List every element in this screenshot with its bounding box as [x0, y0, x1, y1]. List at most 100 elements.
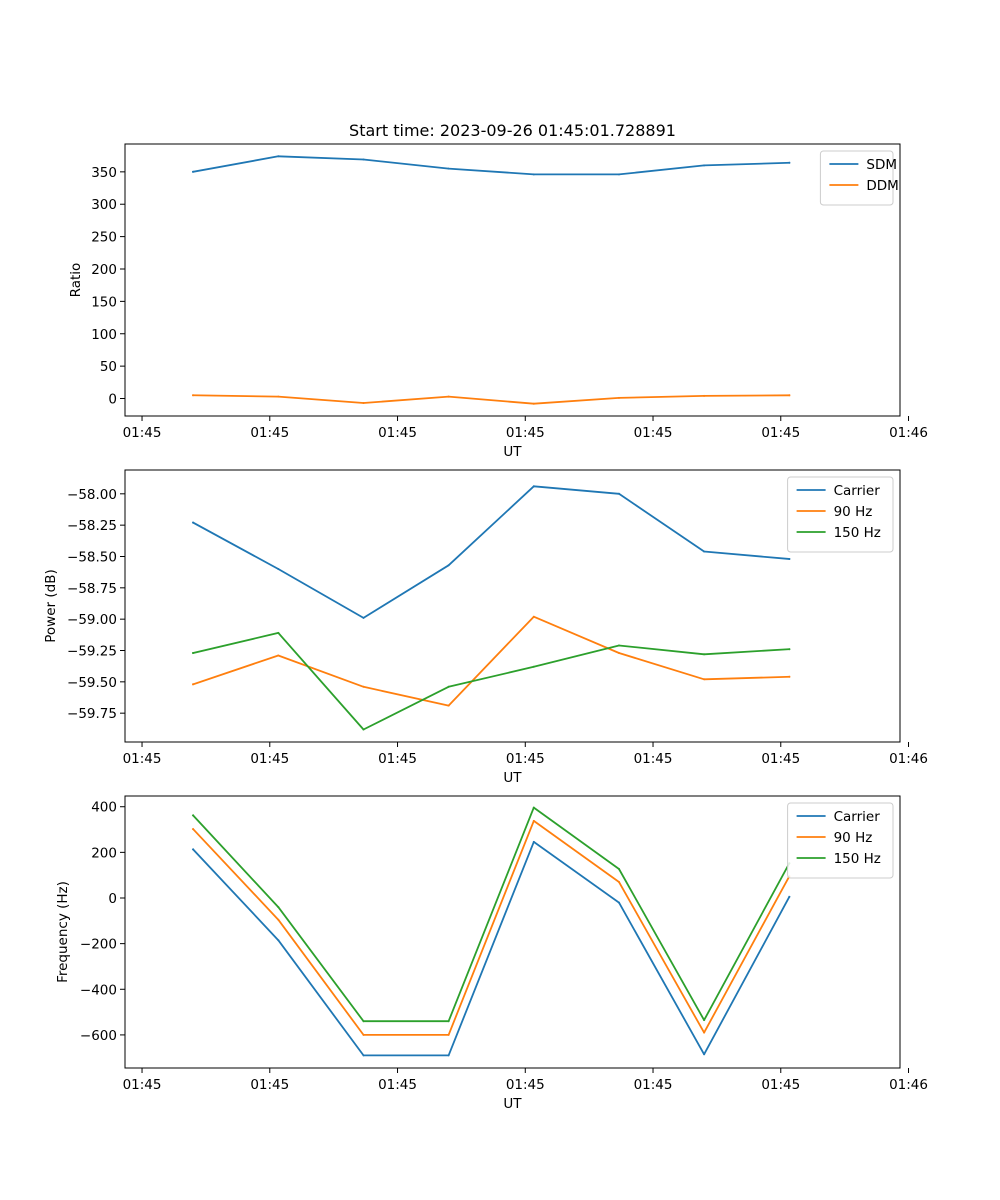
data-point	[362, 616, 365, 619]
x-axis-label: UT	[503, 770, 522, 786]
legend-label: 150 Hz	[834, 851, 881, 867]
data-point	[447, 685, 450, 688]
y-tick-label: 200	[91, 262, 117, 278]
y-tick-label: 0	[108, 891, 117, 907]
data-point	[192, 394, 195, 397]
y-tick-label: −59.75	[67, 706, 117, 722]
data-point	[703, 1019, 706, 1022]
data-point	[703, 1053, 706, 1056]
y-axis-label: Frequency (Hz)	[55, 881, 71, 983]
series-line-150-hz	[191, 806, 791, 1023]
data-point	[362, 158, 365, 161]
data-point	[532, 806, 535, 809]
y-tick-label: 0	[108, 392, 117, 408]
y-tick-label: −200	[80, 937, 117, 953]
data-point	[703, 164, 706, 167]
power-chart: 01:45 01:45 01:45 01:45 01:45 01:45 01:46 −59.7…	[43, 469, 928, 786]
data-point	[618, 396, 620, 399]
power-plot-frame	[124, 469, 901, 743]
legend	[787, 802, 894, 879]
legend-label: Carrier	[834, 483, 881, 499]
legend-label: DDM	[866, 178, 898, 194]
data-point	[618, 901, 620, 904]
data-point	[618, 173, 620, 176]
data-point	[703, 678, 706, 681]
y-tick-label: −58.25	[67, 518, 117, 534]
data-point	[788, 648, 791, 651]
data-point	[192, 170, 195, 173]
data-point	[788, 675, 791, 678]
data-point	[447, 395, 450, 398]
y-tick-label: 350	[91, 165, 117, 181]
data-point	[362, 685, 365, 688]
series-line-150-hz	[192, 632, 791, 731]
data-point	[788, 394, 791, 397]
data-point	[277, 939, 280, 942]
data-point	[532, 819, 535, 822]
data-point	[277, 654, 280, 657]
legend-label: 90 Hz	[834, 504, 873, 520]
x-tick-label: 01:46	[889, 425, 928, 441]
frequency-plot-frame	[124, 795, 901, 1069]
data-point	[447, 564, 450, 567]
ratio-plot-frame	[124, 143, 901, 417]
data-point	[362, 1033, 365, 1036]
data-point	[618, 868, 620, 870]
x-tick-label: 01:45	[761, 751, 800, 767]
y-tick-label: −58.75	[67, 581, 117, 597]
x-tick-label: 01:45	[761, 1077, 800, 1093]
data-point	[532, 485, 535, 488]
x-tick-label: 01:45	[378, 751, 417, 767]
x-tick-label: 01:45	[123, 751, 162, 767]
data-point	[192, 683, 195, 686]
chart-title: Start time: 2023-09-26 01:45:01.728891	[349, 121, 676, 140]
y-tick-label: −58.00	[67, 487, 117, 503]
legend-label: 90 Hz	[834, 830, 873, 846]
data-point	[277, 906, 280, 909]
y-tick-label: −59.50	[67, 675, 117, 691]
data-point	[618, 644, 620, 647]
y-tick-label: −59.25	[67, 643, 117, 659]
x-tick-label: 01:45	[123, 1077, 162, 1093]
y-tick-label: 400	[91, 800, 117, 816]
legend-label: Carrier	[834, 809, 881, 825]
x-axis-label: UT	[503, 444, 522, 460]
y-tick-label: 300	[91, 197, 117, 213]
y-tick-label: −58.50	[67, 549, 117, 565]
x-tick-label: 01:45	[634, 751, 673, 767]
x-tick-label: 01:45	[378, 1077, 417, 1093]
data-point	[788, 558, 791, 560]
x-axis-label: UT	[503, 1096, 522, 1112]
x-tick-label: 01:45	[634, 1077, 673, 1093]
y-tick-label: 100	[91, 327, 117, 343]
series-line-carrier	[191, 841, 791, 1057]
data-point	[362, 1054, 365, 1057]
x-tick-label: 01:46	[889, 751, 928, 767]
x-tick-label: 01:45	[378, 425, 417, 441]
data-point	[362, 1020, 365, 1023]
series-line-sdm	[192, 155, 791, 176]
data-point	[618, 492, 620, 495]
data-point	[277, 631, 280, 634]
x-tick-label: 01:45	[250, 425, 289, 441]
series-line-ddm	[192, 394, 791, 405]
series-line-90-hz	[191, 615, 791, 707]
data-point	[703, 394, 706, 397]
y-axis-label: Ratio	[68, 263, 84, 298]
data-point	[532, 665, 535, 668]
y-tick-label: −600	[80, 1028, 117, 1044]
data-point	[703, 653, 706, 656]
y-tick-label: 200	[91, 845, 117, 861]
data-point	[192, 828, 195, 831]
data-point	[447, 167, 450, 170]
data-point	[362, 402, 365, 404]
data-point	[277, 568, 280, 570]
x-tick-label: 01:45	[761, 425, 800, 441]
data-point	[788, 161, 791, 164]
y-tick-label: 50	[100, 359, 117, 375]
data-point	[192, 521, 195, 524]
data-point	[447, 1033, 450, 1036]
x-tick-label: 01:45	[250, 751, 289, 767]
y-tick-label: −400	[80, 982, 117, 998]
